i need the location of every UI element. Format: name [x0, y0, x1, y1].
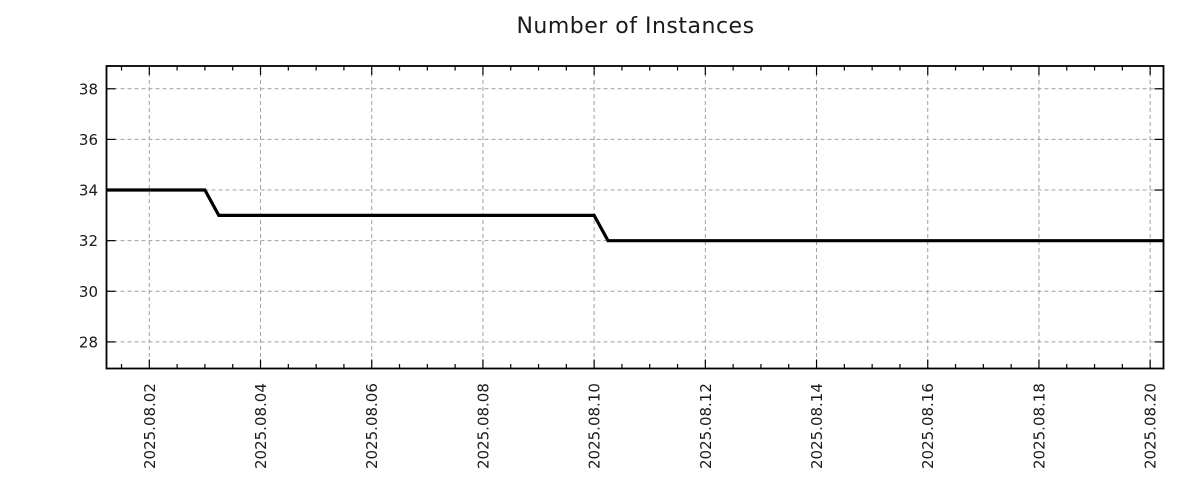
x-tick-label: 2025.08.20 [1142, 383, 1160, 469]
x-tick-label: 2025.08.06 [363, 383, 381, 469]
y-tick-label: 38 [79, 80, 98, 98]
x-tick-label: 2025.08.16 [919, 383, 937, 469]
y-tick-label: 34 [79, 182, 98, 200]
y-tick-label: 32 [79, 232, 98, 250]
series-line [106, 188, 1164, 243]
x-tick-label: 2025.08.10 [586, 383, 604, 469]
x-tick-label: 2025.08.08 [474, 383, 492, 469]
x-tick-label: 2025.08.18 [1030, 383, 1048, 469]
x-tick-label: 2025.08.02 [141, 383, 159, 469]
x-tick-label: 2025.08.12 [697, 383, 715, 469]
y-tick-label: 36 [79, 131, 98, 149]
chart-title: Number of Instances [516, 14, 755, 39]
plot-border [105, 65, 1165, 370]
x-tick-label: 2025.08.04 [252, 383, 270, 469]
y-tick-label: 28 [79, 333, 98, 351]
x-tick-label: 2025.08.14 [808, 383, 826, 469]
y-tick-label: 30 [79, 283, 98, 301]
